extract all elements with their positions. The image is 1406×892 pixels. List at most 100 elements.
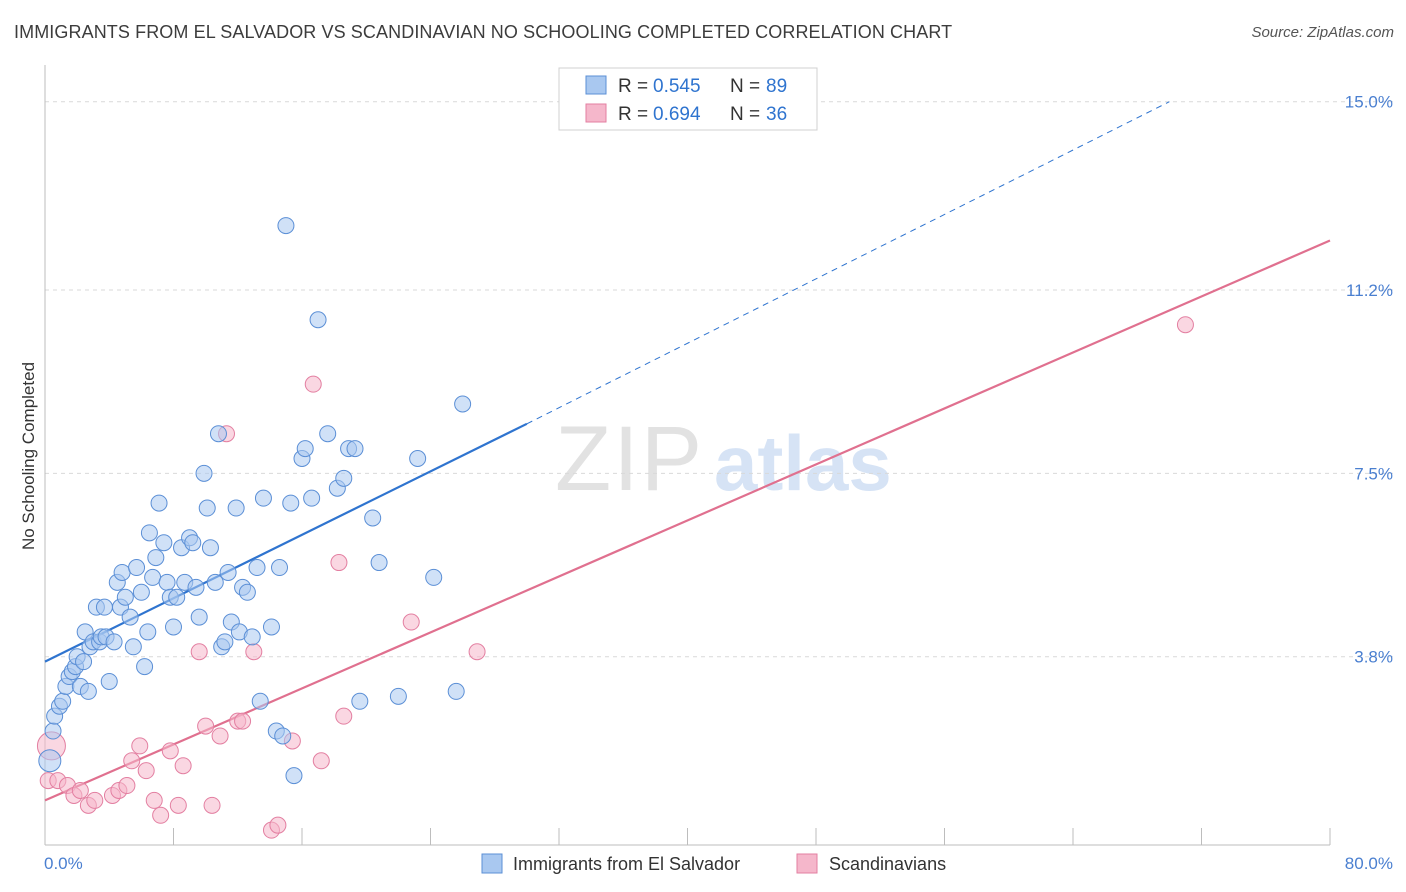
el-salvador-point xyxy=(44,722,62,740)
scandinavians-point xyxy=(118,777,136,795)
legend-bottom-label-pink: Scandinavians xyxy=(829,854,946,874)
el-salvador-point xyxy=(238,583,256,601)
scandinavians-point xyxy=(123,752,141,770)
el-salvador-point xyxy=(136,658,154,676)
gridlines xyxy=(45,101,1395,658)
legend-top: R = 0.545 N = 89 R = 0.694 N = 36 xyxy=(558,67,818,131)
legend-n-value-blue: 89 xyxy=(766,76,787,97)
scandinavians-point xyxy=(145,791,163,809)
scandinavians-point xyxy=(137,762,155,780)
el-salvador-point xyxy=(121,608,139,626)
scandinavians-point xyxy=(131,737,149,755)
scandinavians-point xyxy=(304,375,322,393)
el-salvador-point xyxy=(75,653,93,671)
el-salvador-point xyxy=(209,425,227,443)
el-salvador-point xyxy=(285,767,303,785)
scandinavians-point xyxy=(330,554,348,572)
y-tick-label-0: 3.8% xyxy=(1354,648,1393,667)
el-salvador-point xyxy=(219,563,237,581)
el-salvador-point xyxy=(309,311,327,329)
el-salvador-point xyxy=(190,608,208,626)
y-tick-label-3: 15.0% xyxy=(1345,93,1393,112)
legend-bottom-swatch-pink xyxy=(796,853,818,874)
el-salvador-point xyxy=(155,534,173,552)
legend-swatch-blue xyxy=(585,75,607,95)
scandinavians-point xyxy=(86,791,104,809)
el-salvador-point xyxy=(79,682,97,700)
scandinavians-point xyxy=(190,643,208,661)
scandinavians-point xyxy=(312,752,330,770)
el-salvador-point xyxy=(116,588,134,606)
el-salvador-point xyxy=(370,554,388,572)
el-salvador-point xyxy=(147,549,165,567)
axes xyxy=(44,65,1331,846)
el-salvador-point xyxy=(346,440,364,458)
legend-n-label-pink: N = xyxy=(730,104,760,125)
el-salvador-point xyxy=(319,425,337,443)
el-salvador-point xyxy=(128,559,146,577)
el-salvador-point xyxy=(150,494,168,512)
el-salvador-point xyxy=(248,559,266,577)
el-salvador-points xyxy=(38,217,472,785)
chart-title: IMMIGRANTS FROM EL SALVADOR VS SCANDINAV… xyxy=(14,22,953,42)
el-salvador-point xyxy=(132,583,150,601)
el-salvador-point xyxy=(195,464,213,482)
el-salvador-point xyxy=(206,573,224,591)
el-salvador-point xyxy=(139,623,157,641)
scandinavians-point xyxy=(161,742,179,760)
el-salvador-point xyxy=(95,598,113,616)
scandinavians-points xyxy=(36,316,1194,839)
el-salvador-point xyxy=(201,539,219,557)
el-salvador-point xyxy=(303,489,321,507)
el-salvador-point xyxy=(282,494,300,512)
y-axis-label: No Schooling Completed xyxy=(19,362,38,550)
watermark-zip: ZIP xyxy=(555,408,704,510)
el-salvador-point xyxy=(277,217,295,235)
legend-swatch-pink xyxy=(585,103,607,123)
scandinavians-point xyxy=(269,816,287,834)
el-salvador-point xyxy=(198,499,216,517)
el-salvador-point xyxy=(274,727,292,745)
el-salvador-point xyxy=(454,395,472,413)
el-salvador-point xyxy=(425,568,443,586)
el-salvador-point xyxy=(54,692,72,710)
el-salvador-point xyxy=(124,638,142,656)
el-salvador-point xyxy=(254,489,272,507)
el-salvador-point xyxy=(227,499,245,517)
el-salvador-point xyxy=(144,568,162,586)
el-salvador-point xyxy=(38,749,62,773)
el-salvador-point xyxy=(184,534,202,552)
legend-bottom-swatch-blue xyxy=(481,853,503,874)
el-salvador-point xyxy=(113,563,131,581)
el-salvador-point xyxy=(165,618,182,636)
el-salvador-point xyxy=(158,573,176,591)
legend-r-label-pink: R = xyxy=(618,104,648,125)
scandinavians-point xyxy=(71,781,89,799)
legend-bottom-label-blue: Immigrants from El Salvador xyxy=(513,854,740,874)
watermark-atlas: atlas xyxy=(714,419,892,507)
el-salvador-point xyxy=(105,633,123,651)
el-salvador-point xyxy=(187,578,205,596)
x-tick-label-0: 0.0% xyxy=(44,854,83,873)
el-salvador-trendline-extension xyxy=(526,101,1170,425)
el-salvador-point xyxy=(271,559,289,577)
scandinavians-point xyxy=(169,796,187,814)
el-salvador-point xyxy=(100,672,118,690)
legend-r-value-pink: 0.694 xyxy=(653,104,701,125)
scandinavians-point xyxy=(335,707,353,725)
y-tick-label-2: 11.2% xyxy=(1346,281,1393,300)
el-salvador-point xyxy=(409,450,427,467)
legend-n-label-blue: N = xyxy=(730,76,760,97)
scandinavians-point xyxy=(152,806,170,824)
legend-n-value-pink: 36 xyxy=(766,104,787,125)
scandinavians-point xyxy=(245,643,263,661)
legend-r-label-blue: R = xyxy=(618,76,648,97)
scandinavians-point xyxy=(1176,316,1194,334)
scandinavians-point xyxy=(174,757,192,775)
el-salvador-point xyxy=(140,524,158,542)
scandinavians-point xyxy=(234,712,252,730)
el-salvador-point xyxy=(364,509,382,527)
legend-bottom: Immigrants from El Salvador Scandinavian… xyxy=(481,853,946,874)
